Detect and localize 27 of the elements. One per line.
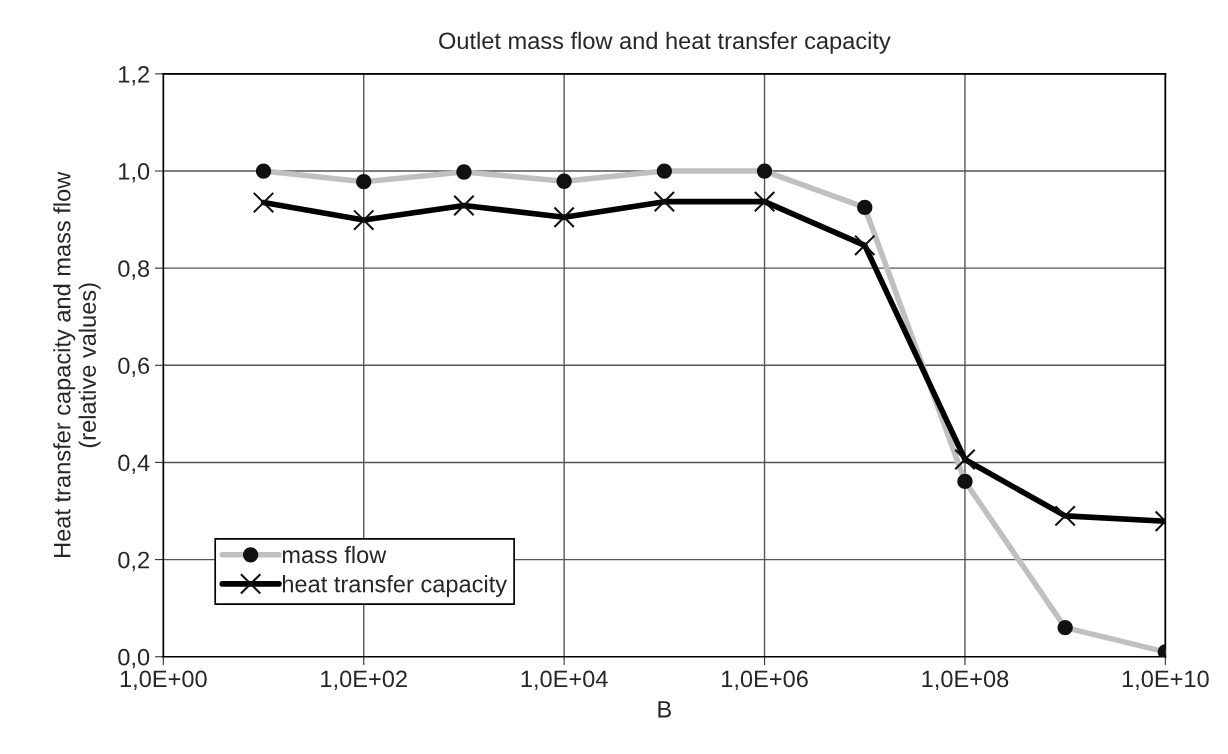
legend-label: mass flow	[282, 545, 387, 564]
point	[553, 206, 575, 228]
y-tick-label: 0,0	[118, 648, 150, 669]
y-tick-label: 1,0	[119, 163, 150, 183]
point	[653, 190, 676, 213]
x-axis-title: B	[658, 701, 671, 718]
x-tick-label: 1,0E+00	[120, 670, 207, 691]
x-tick-label: 1,0E+02	[321, 670, 407, 691]
y-tick-label: 0,6	[118, 357, 150, 377]
point	[1054, 505, 1076, 527]
y-tick-label: 0,2	[118, 551, 149, 572]
legend-label: heat transfer capacity	[282, 575, 508, 598]
point	[453, 194, 475, 217]
point	[352, 209, 375, 231]
point	[853, 234, 876, 257]
chart-title: Outlet mass flow and heat transfer capacity	[439, 31, 891, 54]
x-tick-label: 1,0E+04	[521, 670, 608, 691]
y-tick-label: 0,8	[118, 260, 150, 280]
x-tick-label: 1,0E+10	[1122, 670, 1209, 691]
y-axis-title: Heat transfer capacity and mass flow (relative values)	[53, 171, 101, 557]
x-tick-label: 1,0E+08	[922, 670, 1009, 691]
point	[252, 191, 275, 214]
point	[954, 448, 976, 471]
y-tick-label: 0,4	[118, 454, 150, 475]
point	[753, 190, 776, 213]
x-tick-label: 1,0E+06	[722, 670, 808, 691]
y-tick-label: 1,2	[119, 65, 149, 86]
